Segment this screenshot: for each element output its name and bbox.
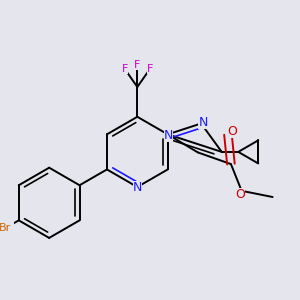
Text: O: O xyxy=(227,125,237,138)
Text: F: F xyxy=(134,60,140,70)
Text: N: N xyxy=(164,129,173,142)
Text: O: O xyxy=(235,188,245,201)
Text: N: N xyxy=(133,181,142,194)
Text: Br: Br xyxy=(0,223,11,233)
Text: N: N xyxy=(198,116,208,129)
Text: F: F xyxy=(147,64,153,74)
Text: F: F xyxy=(122,64,128,74)
